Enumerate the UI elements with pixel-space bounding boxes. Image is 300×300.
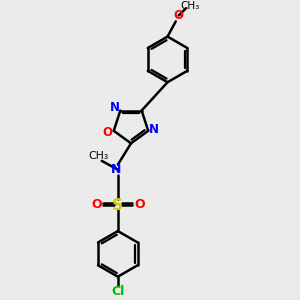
Text: O: O (102, 126, 112, 139)
Text: Cl: Cl (111, 285, 124, 298)
Text: O: O (174, 9, 184, 22)
Text: N: N (110, 101, 120, 114)
Text: N: N (111, 163, 122, 176)
Text: N: N (149, 123, 159, 136)
Text: CH₃: CH₃ (180, 1, 200, 11)
Text: CH₃: CH₃ (89, 152, 109, 161)
Text: O: O (134, 198, 145, 211)
Text: S: S (112, 198, 123, 213)
Text: O: O (91, 198, 101, 211)
